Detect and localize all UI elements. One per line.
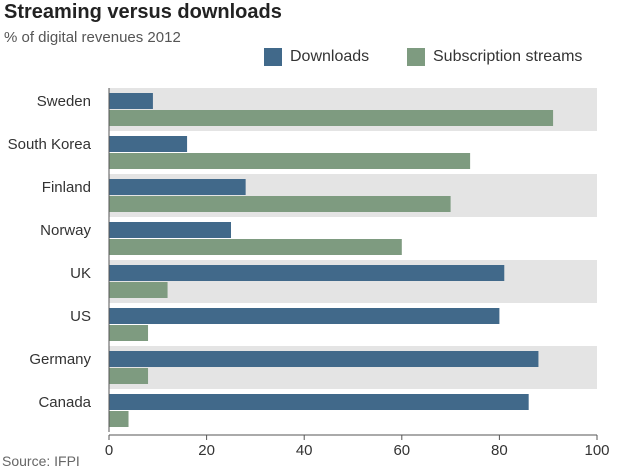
category-label-canada: Canada [38,394,91,411]
category-label-germany: Germany [29,351,91,368]
x-tick-label-0: 0 [105,442,113,459]
bar-downloads-germany [109,351,539,367]
legend-swatch-downloads [264,48,282,66]
bar-subscription-streams-norway [109,239,402,255]
bar-downloads-norway [109,222,231,238]
chart-source: Source: IFPI [2,453,80,469]
chart-title: Streaming versus downloads [4,1,282,23]
legend-swatch-subscription-streams [407,48,425,66]
x-tick-label-40: 40 [296,442,313,459]
legend-label-downloads: Downloads [290,48,370,65]
x-tick-label-100: 100 [584,442,609,459]
legend-item-subscription-streams: Subscription streams [407,47,582,67]
category-label-sweden: Sweden [37,93,91,110]
bar-downloads-uk [109,265,505,281]
bar-subscription-streams-uk [109,282,168,298]
bar-subscription-streams-finland [109,196,451,212]
bar-downloads-south-korea [109,136,188,152]
x-tick-label-80: 80 [491,442,508,459]
chart-subtitle: % of digital revenues 2012 [4,29,181,46]
bar-subscription-streams-canada [109,411,129,427]
x-tick-label-60: 60 [393,442,410,459]
bar-subscription-streams-germany [109,368,149,384]
category-label-south-korea: South Korea [8,136,92,153]
legend-item-downloads: Downloads [264,47,369,67]
bar-subscription-streams-south-korea [109,153,471,169]
category-label-us: US [70,308,91,325]
category-label-norway: Norway [40,222,91,239]
bar-downloads-canada [109,394,529,410]
bar-downloads-us [109,308,500,324]
category-label-uk: UK [70,265,91,282]
bar-subscription-streams-us [109,325,149,341]
bar-subscription-streams-sweden [109,110,554,126]
bar-downloads-finland [109,179,246,195]
legend-label-subscription-streams: Subscription streams [433,48,583,65]
bar-downloads-sweden [109,93,153,109]
category-label-finland: Finland [42,179,91,196]
x-tick-label-20: 20 [198,442,215,459]
